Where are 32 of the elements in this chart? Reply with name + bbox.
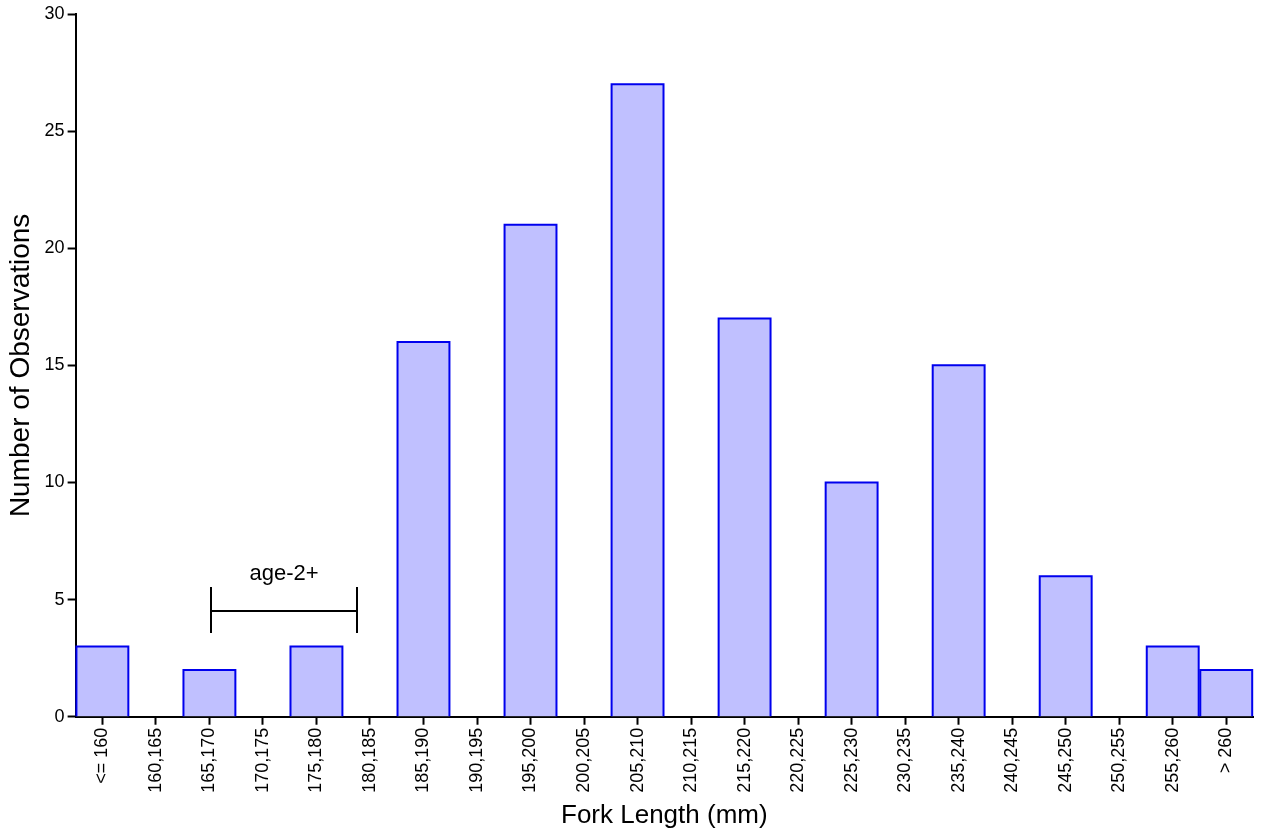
y-tick-label: 15 [44, 354, 65, 375]
y-axis-title: Number of Observations [3, 213, 35, 518]
x-tick-label: 205,210 [626, 727, 647, 793]
annotation: age-2+ [249, 559, 319, 585]
x-tick-label: 215,220 [733, 727, 754, 793]
y-tick-label: 25 [44, 120, 65, 141]
y-tick-label: 0 [54, 705, 65, 726]
x-tick-label: 170,175 [251, 727, 272, 793]
x-tick-label: 200,205 [573, 727, 593, 793]
x-tick-label: 250,255 [1108, 727, 1129, 793]
x-tick-label: > 260 [1215, 727, 1236, 774]
x-tick-label: 230,235 [894, 727, 915, 793]
x-tick-label: 195,200 [519, 727, 540, 793]
x-tick-label: 220,225 [787, 727, 808, 793]
x-tick-label: 225,230 [840, 727, 861, 793]
x-tick-label: 245,250 [1054, 727, 1075, 793]
x-tick-label: 180,185 [358, 727, 379, 793]
x-axis-title: Fork Length (mm) [561, 798, 768, 829]
x-tick-label: 255,260 [1161, 727, 1182, 793]
x-tick-label: 190,195 [465, 727, 486, 793]
x-tick-label: 165,170 [198, 727, 219, 793]
x-tick-label: 210,215 [680, 727, 701, 793]
y-tick-label: 20 [44, 237, 65, 258]
x-tick-label: 240,245 [1001, 727, 1022, 793]
y-tick-label: 10 [44, 471, 65, 492]
x-tick-label: 175,180 [305, 727, 326, 793]
y-tick-label: 5 [54, 588, 65, 609]
x-tick-label: <= 160 [91, 727, 112, 784]
x-tick-label: 235,240 [947, 727, 968, 793]
x-tick-label: 185,190 [412, 727, 433, 793]
y-tick-label: 30 [44, 2, 65, 23]
x-tick-label: 160,165 [144, 727, 165, 793]
